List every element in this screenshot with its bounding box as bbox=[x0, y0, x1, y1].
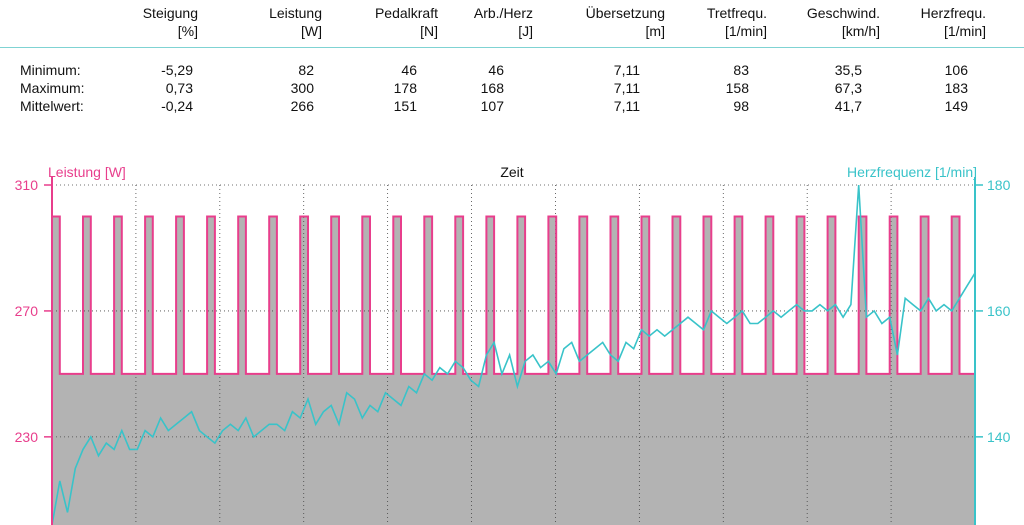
table-cell: 46 bbox=[401, 62, 417, 78]
table-cell: -5,29 bbox=[161, 62, 193, 78]
right-tick-label: 160 bbox=[987, 303, 1011, 319]
table-cell: 300 bbox=[290, 80, 314, 96]
right-tick-label: 180 bbox=[987, 177, 1011, 193]
row-label: Mittelwert: bbox=[20, 98, 84, 114]
table-cell: 178 bbox=[393, 80, 417, 96]
column-name: Übersetzung bbox=[585, 5, 665, 21]
right-tick-label: 140 bbox=[987, 429, 1011, 445]
column-unit: [1/min] bbox=[943, 23, 986, 39]
column-name: Arb./Herz bbox=[473, 5, 533, 21]
table-cell: 35,5 bbox=[834, 62, 862, 78]
table-cell: 183 bbox=[944, 80, 968, 96]
table-cell: 41,7 bbox=[834, 98, 862, 114]
column-unit: [km/h] bbox=[841, 23, 880, 39]
table-cell: 98 bbox=[733, 98, 749, 114]
left-tick-label: 310 bbox=[15, 177, 39, 193]
right-axis-title: Herzfrequenz [1/min] bbox=[847, 164, 977, 180]
column-header: Arb./Herz [J] bbox=[403, 4, 533, 40]
table-cell: 7,11 bbox=[613, 98, 640, 114]
column-name: Pedalkraft bbox=[374, 5, 438, 21]
table-cell: 7,11 bbox=[613, 80, 640, 96]
power-line bbox=[52, 215, 975, 375]
table-cell: 168 bbox=[480, 80, 504, 96]
table-cell: 82 bbox=[298, 62, 314, 78]
table-cell: 7,11 bbox=[613, 62, 640, 78]
column-unit: [W] bbox=[301, 23, 322, 39]
column-name: Steigung bbox=[142, 5, 198, 21]
column-header: Pedalkraft [N] bbox=[308, 4, 438, 40]
power-area bbox=[52, 216, 975, 525]
table-cell: 151 bbox=[393, 98, 417, 114]
table-cell: 67,3 bbox=[834, 80, 862, 96]
table-cell: 0,73 bbox=[165, 80, 193, 96]
table-cell: 46 bbox=[488, 62, 504, 78]
row-label: Maximum: bbox=[20, 80, 85, 96]
column-header: Übersetzung [m] bbox=[535, 4, 665, 40]
column-name: Tretfrequ. bbox=[706, 5, 767, 21]
chart: 230 270 310 140 160 180 Leistung [W] Herzfreque… bbox=[15, 164, 1011, 525]
header-separator bbox=[0, 47, 1024, 48]
column-header: Steigung [%] bbox=[68, 4, 198, 40]
table-cell: 83 bbox=[733, 62, 749, 78]
table-cell: 158 bbox=[725, 80, 749, 96]
column-name: Leistung bbox=[269, 5, 322, 21]
column-unit: [%] bbox=[177, 23, 198, 39]
table-cell: 107 bbox=[480, 98, 504, 114]
table-cell: 149 bbox=[944, 98, 968, 114]
x-axis-title: Zeit bbox=[500, 164, 523, 180]
column-header: Geschwind. [km/h] bbox=[750, 4, 880, 40]
column-unit: [J] bbox=[518, 23, 533, 39]
left-tick-label: 270 bbox=[15, 303, 39, 319]
heart-rate-line bbox=[51, 184, 976, 525]
table-cell: 106 bbox=[944, 62, 968, 78]
column-unit: [1/min] bbox=[724, 23, 767, 39]
column-name: Herzfrequ. bbox=[920, 5, 986, 21]
column-unit: [m] bbox=[645, 23, 665, 39]
row-label: Minimum: bbox=[20, 62, 81, 78]
table-cell: 266 bbox=[290, 98, 314, 114]
left-axis-title: Leistung [W] bbox=[48, 164, 126, 180]
column-header: Tretfrequ. [1/min] bbox=[637, 4, 767, 40]
column-unit: [N] bbox=[420, 23, 438, 39]
table-cell: -0,24 bbox=[161, 98, 193, 114]
column-header: Herzfrequ. [1/min] bbox=[856, 4, 986, 40]
column-name: Geschwind. bbox=[806, 5, 880, 21]
left-tick-label: 230 bbox=[15, 429, 39, 445]
column-header: Leistung [W] bbox=[192, 4, 322, 40]
